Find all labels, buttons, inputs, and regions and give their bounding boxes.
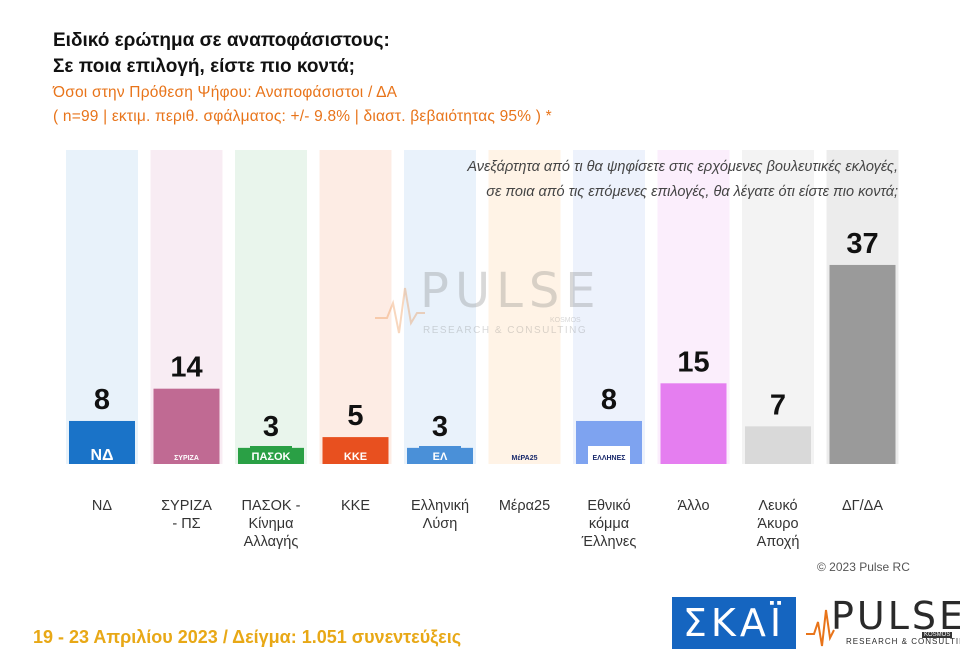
- party-logo-background: [419, 446, 461, 464]
- party-logo: ΕΛΛΗΝΕΣ: [588, 446, 630, 464]
- bar-column-background: [573, 150, 645, 464]
- party-logo-background: [588, 446, 630, 464]
- data-label: 14: [170, 352, 202, 384]
- party-logo: ΚΚΕ: [334, 446, 377, 464]
- party-logo-background: [77, 446, 127, 464]
- sample-description: Όσοι στην Πρόθεση Ψήφου: Αναποφάσιστοι /…: [53, 84, 398, 101]
- watermark-tagline: RESEARCH & CONSULTING: [423, 325, 588, 336]
- category-label: ΔΓ/ΔΑ: [842, 498, 883, 514]
- party-logo: ΠΑΣΟΚ: [250, 446, 292, 464]
- skai-logo: ΣΚΑΪ: [672, 597, 796, 649]
- chart-title-question: Σε ποια επιλογή, είστε πιο κοντά;: [53, 56, 355, 77]
- category-label: Μέρα25: [499, 498, 550, 514]
- party-logo-background: [250, 446, 292, 464]
- party-logo-text: ΕΛΛΗΝΕΣ: [593, 455, 626, 462]
- category-label: Κίνημα: [249, 516, 294, 532]
- party-logo-background: [165, 446, 208, 464]
- watermark-badge: KOSMOS: [550, 317, 581, 324]
- fieldwork-footer: 19 - 23 Απριλίου 2023 / Δείγμα: 1.051 συ…: [33, 627, 462, 647]
- survey-question-line2: σε ποια από τις επόμενες επιλογές, θα λέ…: [486, 184, 898, 200]
- bar: [829, 264, 896, 464]
- category-label: - ΠΣ: [172, 516, 200, 532]
- bar-column-background: [66, 150, 138, 464]
- party-logo-text: ΠΑΣΟΚ: [252, 451, 291, 463]
- party-logo-text: ΝΔ: [90, 447, 113, 464]
- sample-statistics: ( n=99 | εκτιμ. περιθ. σφάλματος: +/- 9.…: [53, 108, 552, 125]
- category-label: Ελληνική: [411, 498, 469, 514]
- data-label: 3: [432, 411, 448, 443]
- category-label: Λύση: [423, 516, 458, 532]
- pulse-watermark: PULSE KOSMOS RESEARCH & CONSULTING: [375, 263, 610, 348]
- pulse-logo-brand: PULSE: [831, 594, 960, 638]
- category-label: ΚΚΕ: [341, 498, 370, 514]
- pulse-logo-tagline: RESEARCH & CONSULTING: [846, 637, 960, 646]
- category-label: ΝΔ: [92, 498, 112, 514]
- data-label: 5: [347, 400, 363, 432]
- data-label: 15: [677, 346, 709, 378]
- category-label: κόμμα: [589, 516, 629, 532]
- pulse-wave-icon: [375, 287, 425, 334]
- party-logo: ΝΔ: [77, 446, 127, 464]
- category-label: ΠΑΣΟΚ -: [242, 498, 301, 514]
- party-logo: ΕΛ: [419, 446, 461, 464]
- copyright: © 2023 Pulse RC: [817, 560, 910, 574]
- data-label: 8: [94, 384, 110, 416]
- pulse-logo-wave-icon: [806, 609, 835, 647]
- survey-question: Ανεξάρτητα από τι θα ψηφίσετε στις ερχόμ…: [467, 155, 898, 205]
- data-label: 3: [263, 411, 279, 443]
- bar-column-background: [404, 150, 476, 464]
- chart-title: Ειδικό ερώτημα σε αναποφάσιστους:: [53, 30, 390, 51]
- data-label: 7: [770, 389, 786, 421]
- survey-question-line1: Ανεξάρτητα από τι θα ψηφίσετε στις ερχόμ…: [467, 159, 898, 175]
- party-logo-background: [334, 446, 377, 464]
- pulse-logo-badge: KOSMOS: [922, 632, 953, 638]
- category-label: Άκυρο: [757, 516, 798, 532]
- bar-column-background: [319, 150, 392, 464]
- data-label: 37: [846, 228, 878, 260]
- category-label: Εθνικό: [587, 498, 630, 514]
- category-label: Αποχή: [757, 534, 800, 550]
- category-label: ΣΥΡΙΖΑ: [161, 498, 212, 514]
- data-label: 8: [601, 384, 617, 416]
- category-label: Λευκό: [758, 498, 797, 514]
- bar: [660, 383, 727, 464]
- bar-column-background: [235, 150, 307, 464]
- party-logo-text: ΚΚΕ: [344, 451, 367, 463]
- party-logo-text: ΜέΡΑ25: [512, 455, 538, 462]
- party-logo-text: ΣΥΡΙΖΑ: [174, 455, 199, 462]
- bar: [745, 426, 811, 464]
- watermark-brand: PULSE: [420, 263, 602, 319]
- pulse-logo: PULSE KOSMOS RESEARCH & CONSULTING: [806, 594, 960, 652]
- bar-column-background: [742, 150, 814, 464]
- category-label: Άλλο: [677, 498, 709, 514]
- party-logo-text: ΕΛ: [433, 451, 448, 463]
- party-logo: ΜέΡΑ25: [512, 455, 538, 462]
- bar-column-background: [488, 150, 561, 464]
- party-logo: ΣΥΡΙΖΑ: [165, 446, 208, 464]
- category-label: Έλληνες: [581, 534, 637, 550]
- category-label: Αλλαγής: [244, 534, 299, 550]
